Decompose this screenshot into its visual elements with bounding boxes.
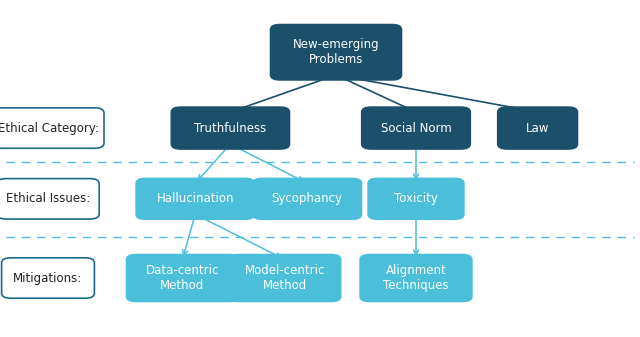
FancyBboxPatch shape [253,178,362,219]
Text: Ethical Issues:: Ethical Issues: [6,192,90,205]
FancyBboxPatch shape [0,108,104,148]
Text: Sycophancy: Sycophancy [272,192,342,205]
Text: Hallucination: Hallucination [156,192,234,205]
Text: Ethical Category:: Ethical Category: [0,122,99,134]
FancyBboxPatch shape [172,107,289,149]
FancyBboxPatch shape [0,179,99,219]
FancyBboxPatch shape [229,254,340,302]
FancyBboxPatch shape [362,107,470,149]
FancyBboxPatch shape [270,25,402,80]
Text: Social Norm: Social Norm [381,122,451,134]
FancyBboxPatch shape [368,178,464,219]
Text: Alignment
Techniques: Alignment Techniques [383,264,449,292]
FancyBboxPatch shape [498,107,578,149]
FancyBboxPatch shape [136,178,254,219]
FancyBboxPatch shape [126,254,238,302]
Text: Mitigations:: Mitigations: [13,272,83,284]
Text: New-emerging
Problems: New-emerging Problems [292,38,380,66]
FancyBboxPatch shape [360,254,472,302]
Text: Law: Law [526,122,549,134]
Text: Toxicity: Toxicity [394,192,438,205]
Text: Model-centric
Method: Model-centric Method [244,264,325,292]
FancyBboxPatch shape [1,258,95,298]
Text: Truthfulness: Truthfulness [195,122,266,134]
Text: Data-centric
Method: Data-centric Method [146,264,219,292]
